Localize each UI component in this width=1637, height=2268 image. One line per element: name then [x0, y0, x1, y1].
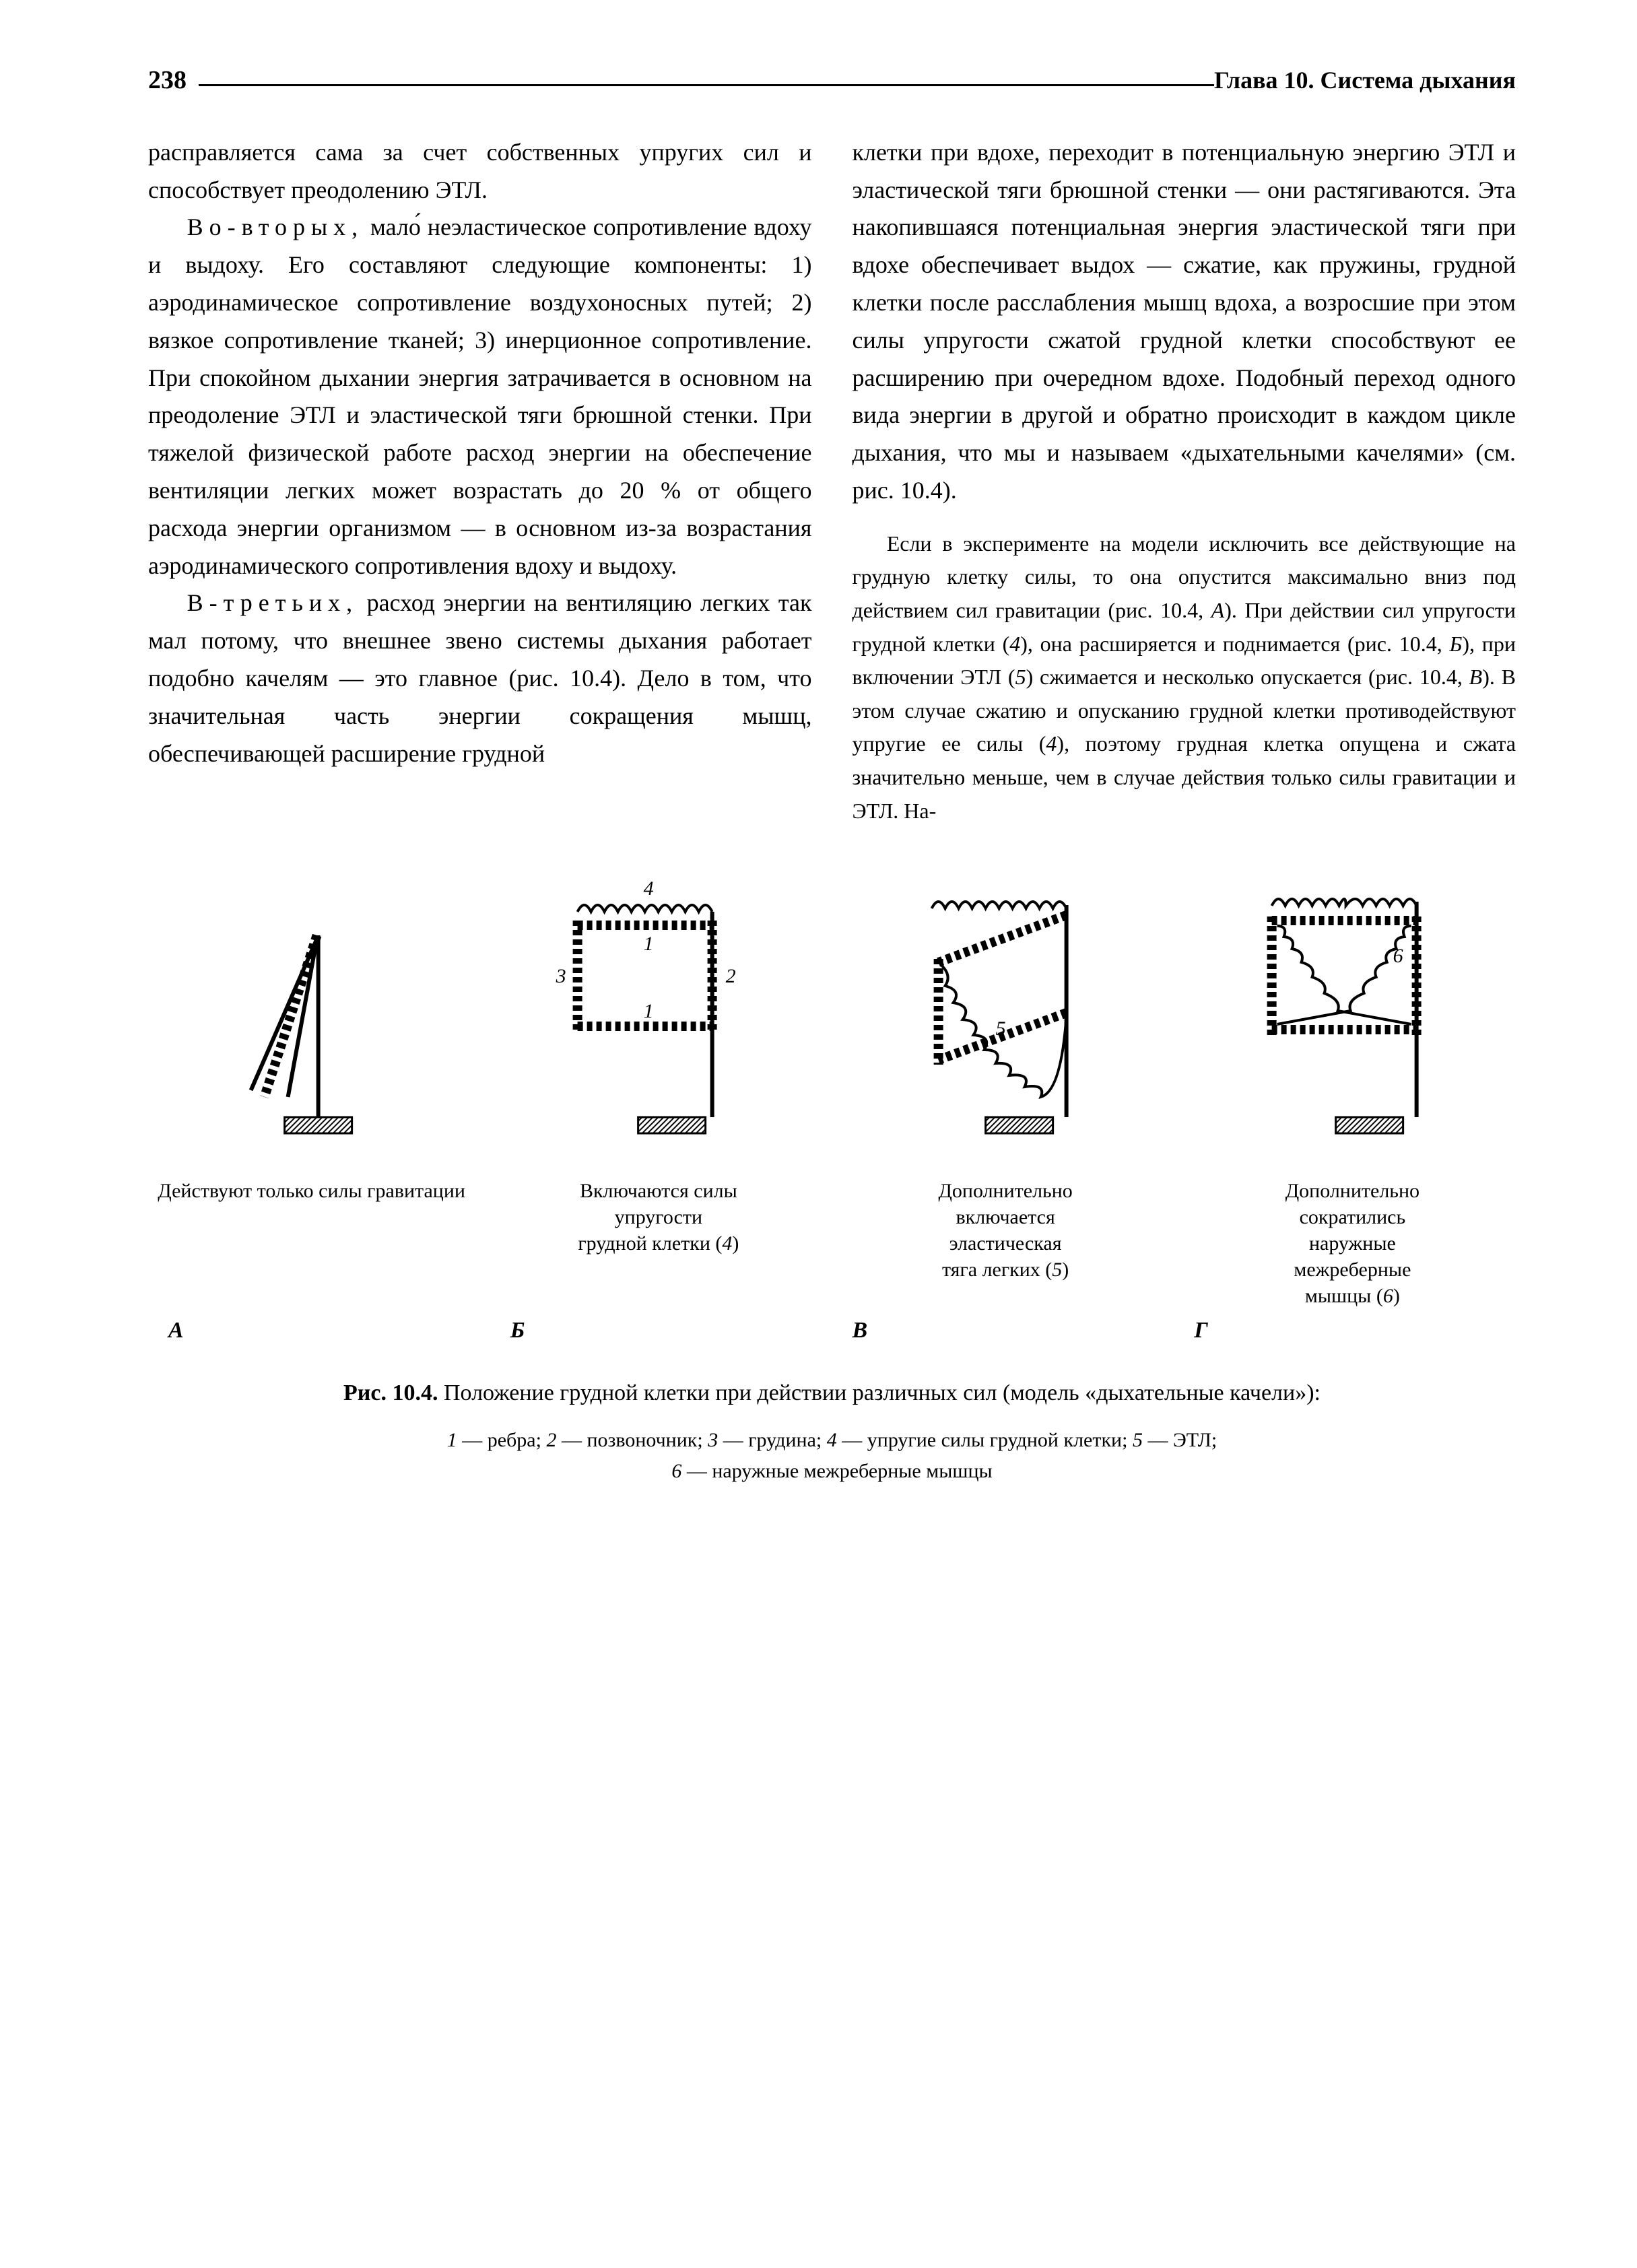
running-head: 238 Глава 10. Система дыхания	[148, 61, 1516, 100]
pvc3: эластическая	[949, 1232, 1062, 1255]
pgc3: наружные	[1309, 1232, 1396, 1255]
leg2n: 2	[546, 1429, 556, 1451]
letter-V: В	[832, 1313, 1174, 1349]
label-4: 4	[644, 877, 654, 900]
panel-A-caption: Действуют только силы гравитации	[158, 1178, 465, 1309]
panel-A-svg	[148, 875, 475, 1171]
label-1t: 1	[644, 933, 654, 955]
panel-G-svg: 6	[1189, 875, 1516, 1171]
pvc4: тяга легких (	[942, 1259, 1052, 1281]
pvc4e: )	[1062, 1259, 1069, 1281]
letter-G: Г	[1174, 1313, 1516, 1349]
body-columns: расправляется сама за счет собственных у…	[148, 134, 1516, 828]
panel-V-svg: 5	[842, 875, 1169, 1171]
panel-A: Действуют только силы гравитации	[148, 875, 475, 1309]
figure-title: Рис. 10.4. Положение грудной клетки при …	[148, 1376, 1516, 1411]
para-5: Если в эксперименте на модели исключить …	[853, 527, 1516, 828]
p5A: А	[1211, 598, 1225, 622]
pbc3n: 4	[722, 1232, 732, 1255]
para-3: В-третьих, расход энергии на вентиляцию …	[148, 585, 812, 772]
pvc1: Дополнительно	[938, 1180, 1072, 1202]
panel-V: 5 Дополнительно включается эластическая …	[842, 875, 1169, 1309]
p5B: Б	[1449, 632, 1462, 656]
label-5: 5	[995, 1018, 1005, 1040]
leg6: — наружные межреберные мышцы	[681, 1460, 992, 1482]
leg4n: 4	[827, 1429, 837, 1451]
pgc5e: )	[1393, 1285, 1400, 1307]
pvc4n: 5	[1052, 1259, 1062, 1281]
figure-10-4: Действуют только силы гравитации	[148, 875, 1516, 1487]
leg1: — ребра;	[457, 1429, 547, 1451]
page: 238 Глава 10. Система дыхания расправляе…	[0, 0, 1637, 1622]
panel-G: 6 Дополнительно сократились наружные меж…	[1189, 875, 1516, 1309]
panel-G-caption: Дополнительно сократились наружные межре…	[1285, 1178, 1419, 1309]
leg4: — упругие силы грудной клетки;	[837, 1429, 1133, 1451]
panel-B-caption: Включаются силы упругости грудной клетки…	[578, 1178, 739, 1309]
pgc5n: 6	[1383, 1285, 1393, 1307]
label-3: 3	[556, 965, 566, 987]
p54b: 4	[1046, 731, 1057, 756]
p5c: ), она расширяется и поднимается (рис. 1…	[1020, 632, 1449, 656]
pbc3: грудной клетки (	[578, 1232, 722, 1255]
leg5: — ЭТЛ;	[1143, 1429, 1217, 1451]
leg3n: 3	[708, 1429, 718, 1451]
label-1b: 1	[644, 1000, 654, 1022]
figure-title-bold: Рис. 10.4.	[343, 1380, 438, 1405]
pbc2: упругости	[615, 1206, 702, 1228]
header-rule	[199, 84, 1214, 86]
pvc2: включается	[956, 1206, 1055, 1228]
pgc5: мышцы (	[1305, 1285, 1383, 1307]
panel-B: 4 1 1 3 2 Включаются силы упругости груд…	[495, 875, 822, 1309]
para-4: клетки при вдохе, переходит в потенциаль…	[853, 134, 1516, 510]
p5V: В	[1469, 665, 1483, 689]
label-6: 6	[1393, 945, 1403, 967]
chapter-title: Глава 10. Система дыхания	[1214, 62, 1516, 100]
leg5n: 5	[1133, 1429, 1143, 1451]
leg2: — позвоночник;	[556, 1429, 708, 1451]
p5e: ) сжимается и несколько опускается (рис.…	[1026, 665, 1469, 689]
panel-letters: А Б В Г	[148, 1313, 1516, 1349]
panel-V-caption: Дополнительно включается эластическая тя…	[938, 1178, 1072, 1309]
letter-A: А	[148, 1313, 490, 1349]
figure-title-rest: Положение грудной клетки при действии ра…	[438, 1380, 1321, 1405]
pgc1: Дополнительно	[1285, 1180, 1419, 1202]
leg1n: 1	[447, 1429, 457, 1451]
leg6n: 6	[671, 1460, 681, 1482]
pbc1: Включаются силы	[580, 1180, 737, 1202]
letter-B: Б	[490, 1313, 832, 1349]
para-2: Во-вторых, мало́ неэластическое сопротив…	[148, 209, 812, 585]
pgc2: сократились	[1300, 1206, 1406, 1228]
rest-2: мало́ неэластическое сопротивление вдоху…	[148, 213, 812, 578]
figure-legend: 1 — ребра; 2 — позвоночник; 3 — грудина;…	[148, 1425, 1516, 1488]
pbc3e: )	[732, 1232, 739, 1255]
lead-2: Во-вторых,	[187, 213, 364, 240]
label-2: 2	[726, 965, 736, 987]
para-1: расправляется сама за счет собственных у…	[148, 134, 812, 209]
page-number: 238	[148, 61, 187, 100]
p55a: 5	[1015, 665, 1026, 689]
pgc4: межреберные	[1294, 1259, 1411, 1281]
leg3: — грудина;	[718, 1429, 827, 1451]
lead-3: В-третьих,	[187, 589, 359, 616]
p54a: 4	[1009, 632, 1020, 656]
panel-row: Действуют только силы гравитации	[148, 875, 1516, 1309]
panel-B-svg: 4 1 1 3 2	[495, 875, 822, 1171]
